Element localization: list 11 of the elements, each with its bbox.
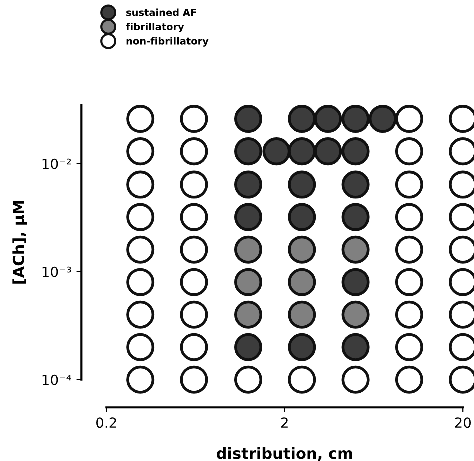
x-tick-label: 2 bbox=[281, 418, 288, 428]
legend-label: fibrillatory bbox=[126, 23, 184, 33]
legend-label: sustained AF bbox=[126, 8, 196, 16]
legend-label: non-fibrillatory bbox=[126, 37, 209, 47]
x-axis-title: distribution, cm bbox=[216, 447, 352, 461]
y-tick-label: 10⁻³ bbox=[42, 266, 72, 278]
x-tick-label: 20 bbox=[455, 418, 472, 428]
y-tick-label: 10⁻² bbox=[42, 158, 72, 170]
x-tick-label: 0.2 bbox=[96, 418, 116, 428]
y-tick-label: 10⁻⁴ bbox=[42, 374, 72, 386]
y-axis-title: [ACh], μM bbox=[12, 201, 28, 284]
